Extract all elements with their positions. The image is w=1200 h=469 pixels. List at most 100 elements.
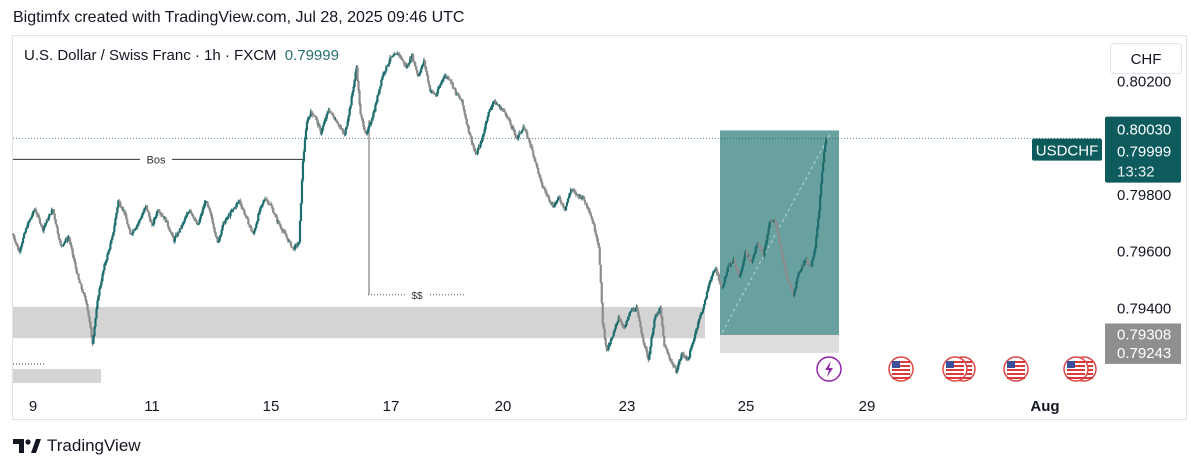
candle-body bbox=[352, 86, 355, 92]
candle-body bbox=[370, 120, 373, 124]
candle-body bbox=[248, 224, 251, 226]
candle-body bbox=[696, 323, 700, 328]
candle-body bbox=[590, 216, 593, 220]
candle-body bbox=[763, 249, 766, 256]
candle-body bbox=[182, 221, 185, 224]
candle-body bbox=[497, 105, 500, 107]
candle-body bbox=[250, 226, 253, 231]
candle-body bbox=[150, 222, 154, 225]
flag-stripe bbox=[946, 361, 964, 363]
candle-body bbox=[504, 111, 507, 115]
candle-body bbox=[138, 220, 141, 224]
candle-body bbox=[767, 228, 770, 235]
legend-last-price: 0.79999 bbox=[284, 47, 339, 64]
candle-body bbox=[467, 125, 470, 132]
candle-body bbox=[382, 73, 385, 77]
candle-body bbox=[129, 229, 132, 234]
y-tick-label: 0.79400 bbox=[1117, 300, 1171, 317]
candle-body bbox=[648, 354, 651, 360]
candle-body bbox=[554, 203, 557, 207]
candle-body bbox=[306, 118, 310, 123]
candle-body bbox=[513, 129, 516, 133]
candle-body bbox=[293, 245, 297, 250]
y-tick-label: 0.79800 bbox=[1117, 187, 1171, 204]
candle-body bbox=[372, 112, 375, 118]
candle-body bbox=[689, 350, 692, 358]
candle-body bbox=[625, 321, 628, 326]
symbol-legend[interactable]: U.S. Dollar / Swiss Franc · 1h · FXCM 0.… bbox=[24, 47, 339, 64]
candle-body bbox=[573, 191, 577, 193]
currency-button[interactable]: CHF bbox=[1110, 43, 1182, 74]
candle-body bbox=[106, 254, 109, 261]
candle-body bbox=[50, 209, 53, 215]
candle-body bbox=[665, 346, 668, 350]
candle-body bbox=[62, 243, 65, 246]
y-tick-label: 0.80200 bbox=[1117, 73, 1171, 90]
candle-body bbox=[35, 212, 39, 215]
candle-body bbox=[453, 87, 456, 90]
candle-body bbox=[468, 131, 471, 135]
candle-body bbox=[337, 123, 340, 126]
candle-body bbox=[745, 250, 748, 255]
candle-body bbox=[580, 198, 584, 200]
candle-body bbox=[414, 61, 417, 67]
candle-body bbox=[121, 207, 124, 210]
candle-body bbox=[53, 213, 56, 220]
candle-body bbox=[124, 213, 127, 215]
candle-body bbox=[96, 300, 99, 309]
candle-body bbox=[420, 65, 424, 69]
candle-body bbox=[672, 362, 675, 367]
candle-body bbox=[808, 263, 811, 266]
candle-body bbox=[184, 216, 187, 219]
candle-body bbox=[128, 226, 131, 230]
candle-body bbox=[464, 114, 467, 119]
candle-body bbox=[375, 102, 378, 105]
candle-body bbox=[140, 217, 143, 220]
candle-body bbox=[23, 232, 27, 235]
candle-body bbox=[418, 74, 421, 77]
candle-body bbox=[585, 202, 588, 207]
candle-body bbox=[774, 219, 777, 222]
candle-body bbox=[350, 96, 353, 106]
candle-body bbox=[655, 315, 658, 317]
candle-body bbox=[284, 233, 288, 237]
candle-body bbox=[225, 217, 228, 221]
candle-body bbox=[421, 64, 425, 66]
candle-body bbox=[576, 193, 580, 196]
candle-body bbox=[822, 162, 825, 172]
candle-body bbox=[542, 186, 545, 188]
candle-body bbox=[111, 236, 114, 240]
candle-body bbox=[737, 271, 740, 276]
candle-body bbox=[798, 272, 801, 274]
flag-stripe bbox=[1007, 361, 1025, 363]
candle-body bbox=[587, 208, 590, 211]
candle-body bbox=[412, 54, 415, 61]
candle-body bbox=[102, 270, 105, 275]
candle-body bbox=[604, 338, 607, 345]
candle-body bbox=[634, 310, 637, 312]
candle-body bbox=[530, 145, 533, 147]
candle-body bbox=[265, 199, 268, 201]
candle-body bbox=[812, 257, 815, 261]
candle-body bbox=[296, 244, 300, 246]
candle-body bbox=[380, 79, 383, 86]
candle-body bbox=[143, 209, 146, 213]
x-tick-label: Aug bbox=[1030, 398, 1059, 415]
flag-stripe bbox=[892, 361, 910, 363]
candle-body bbox=[82, 292, 85, 294]
candle-body bbox=[56, 227, 59, 234]
candle-body bbox=[541, 182, 544, 187]
candle-body bbox=[758, 246, 761, 248]
candle-body bbox=[611, 336, 614, 339]
candle-body bbox=[123, 209, 126, 214]
candle-body bbox=[681, 352, 684, 357]
tradingview-brand[interactable]: TradingView bbox=[13, 436, 141, 456]
candle-body bbox=[328, 110, 331, 113]
candle-body bbox=[357, 80, 360, 91]
candle-body bbox=[339, 126, 342, 128]
candle-body bbox=[71, 248, 74, 255]
candle-body bbox=[45, 219, 48, 224]
candle-body bbox=[84, 295, 87, 301]
candle-body bbox=[369, 123, 372, 125]
